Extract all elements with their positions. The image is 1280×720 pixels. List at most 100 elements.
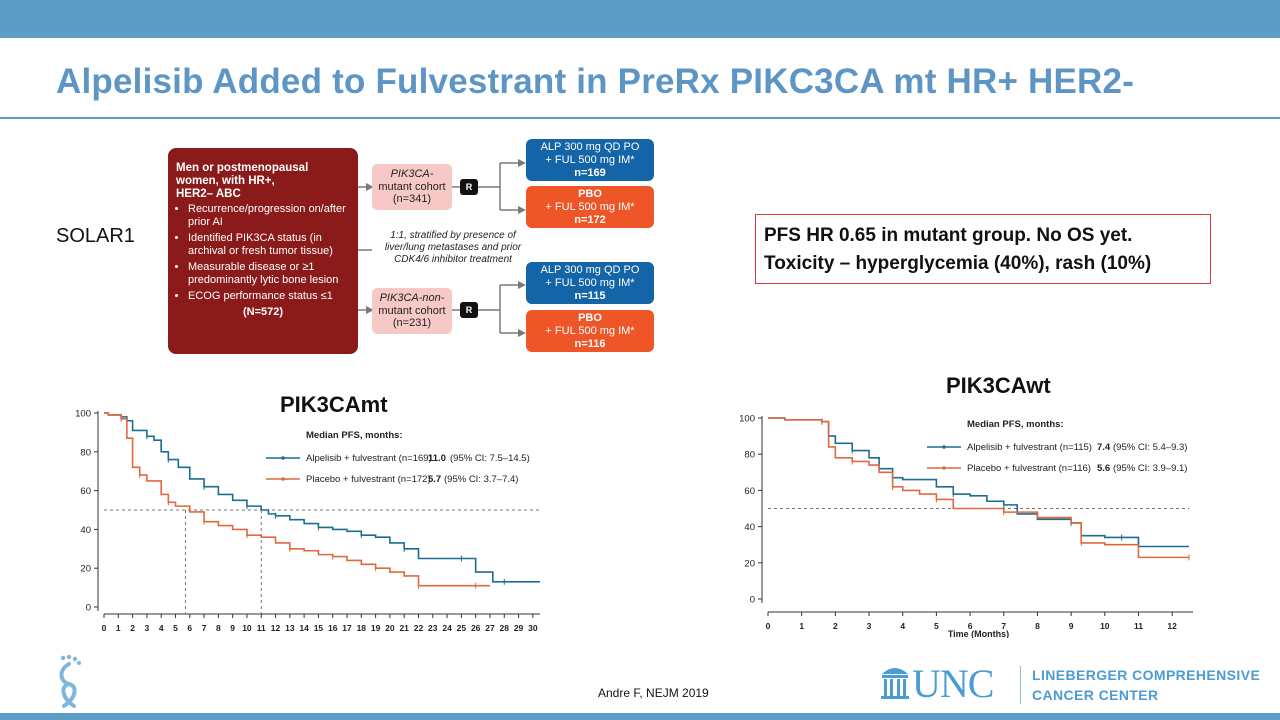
legend-median-ci: (95% CI: 7.5–14.5) [450,453,530,464]
legend-label: Placebo + fulvestrant (n=172) [306,474,431,485]
x-tick-label: 7 [1001,621,1006,631]
arm-line: n=169 [574,167,606,179]
eligibility-head-line: Men or postmenopausal [176,162,309,174]
eligibility-head-line: women, with HR+, [176,175,275,187]
arm-line: n=172 [574,214,606,226]
x-tick-label: 16 [328,623,338,633]
x-tick-label: 9 [1069,621,1074,631]
y-tick-label: 40 [744,522,755,533]
randomize-badge: R [460,179,478,195]
legend-marker [281,456,285,460]
x-tick-label: 2 [833,621,838,631]
legend-median-ci: (95% CI: 3.9–9.1) [1113,463,1187,474]
x-tick-label: 26 [471,623,481,633]
x-tick-label: 23 [428,623,438,633]
eligibility-item: ECOG performance status ≤1 [188,290,350,303]
arm-alp-mutant: ALP 300 mg QD PO + FUL 500 mg IM* n=169 [526,139,654,181]
legend-title: Median PFS, months: [967,419,1064,430]
arm-pbo-mutant: PBO + FUL 500 mg IM* n=172 [526,186,654,228]
cohort-line: (n=231) [392,317,432,329]
eligibility-item: Identified PIK3CA status (in archival or… [188,232,350,258]
legend-median: 5.7 [428,474,441,485]
y-tick-label: 100 [739,414,755,425]
x-tick-label: 5 [173,623,178,633]
arm-line: + FUL 500 mg IM* [545,277,635,289]
eligibility-list: Recurrence/progression on/after prior AI… [176,203,350,303]
title-divider [0,117,1280,119]
x-tick-label: 12 [271,623,281,633]
legend-title: Median PFS, months: [306,430,403,441]
x-tick-label: 25 [457,623,467,633]
x-tick-label: 6 [968,621,973,631]
x-tick-label: 9 [230,623,235,633]
legend-median: 5.6 [1097,463,1110,474]
arm-line: + FUL 500 mg IM* [545,325,635,337]
x-tick-label: 6 [187,623,192,633]
x-tick-label: 4 [159,623,164,633]
bottom-accent-bar [0,713,1280,720]
citation: Andre F, NEJM 2019 [598,686,709,700]
x-tick-label: 29 [514,623,524,633]
x-tick-label: 12 [1167,621,1177,631]
arm-line: + FUL 500 mg IM* [545,201,635,213]
x-tick-label: 10 [242,623,252,633]
legend-marker [281,477,285,481]
legend-marker [942,445,946,449]
x-tick-label: 1 [116,623,121,633]
x-tick-label: 18 [357,623,367,633]
eligibility-total: (N=572) [242,306,284,318]
arm-line: ALP 300 mg QD PO [540,141,640,153]
x-tick-label: 7 [202,623,207,633]
x-tick-label: 19 [371,623,381,633]
arm-line: PBO [578,312,602,324]
x-tick-label: 28 [500,623,510,633]
x-tick-label: 0 [766,621,771,631]
x-tick-label: 22 [414,623,424,633]
arm-line: n=115 [574,290,606,302]
arm-line: ALP 300 mg QD PO [540,264,640,276]
y-tick-label: 60 [80,486,91,497]
cohort-line: (n=341) [392,193,432,205]
y-tick-label: 60 [744,486,755,497]
legend-marker [942,466,946,470]
chart-title-mt: PIK3CAmt [280,392,388,417]
stratification-note: 1:1, stratified by presence of liver/lun… [384,230,522,265]
arm-alp-nonmutant: ALP 300 mg QD PO + FUL 500 mg IM* n=115 [526,262,654,304]
x-tick-label: 21 [399,623,409,633]
cohort-line: mutant cohort [378,304,446,317]
study-label: SOLAR1 [56,225,135,247]
legend-label: Alpelisib + fulvestrant (n=115) [967,442,1092,453]
x-tick-label: 27 [485,623,495,633]
cohort-mutant: PIK3CA- mutant cohort (n=341) [372,164,452,210]
legend-median-ci: (95% CI: 3.7–7.4) [444,474,518,485]
eligibility-item: Recurrence/progression on/after prior AI [188,203,350,229]
eligibility-item: Measurable disease or ≥1 predominantly l… [188,261,350,287]
randomize-badge: R [460,302,478,318]
arm-pbo-nonmutant: PBO + FUL 500 mg IM* n=116 [526,310,654,352]
y-tick-label: 0 [750,595,755,606]
x-tick-label: 20 [385,623,395,633]
y-tick-label: 40 [80,525,91,536]
y-tick-label: 20 [80,564,91,575]
cohort-line: PIK3CA- [390,168,434,180]
eligibility-box: Men or postmenopausal women, with HR+, H… [168,148,358,354]
x-tick-label: 15 [314,623,324,633]
legend-median-ci: (95% CI: 5.4–9.3) [1113,442,1187,453]
arm-line: n=116 [574,338,606,350]
x-tick-label: 17 [342,623,352,633]
x-tick-label: 10 [1100,621,1110,631]
logo-line1: LINEBERGER COMPREHENSIVE [1032,667,1261,683]
km-curve-placebo [104,412,490,587]
callout-line: PFS HR 0.65 in mutant group. No OS yet. [764,225,1133,246]
top-accent-bar [0,0,1280,38]
x-tick-label: 1 [799,621,804,631]
x-tick-label: 5 [934,621,939,631]
x-tick-label: 30 [528,623,538,633]
eligibility-head-line: HER2– ABC [176,188,241,200]
cohort-nonmutant: PIK3CA-non- mutant cohort (n=231) [372,288,452,334]
x-tick-label: 4 [900,621,905,631]
old-well-icon [881,668,909,699]
x-tick-label: 8 [216,623,221,633]
y-tick-label: 80 [80,447,91,458]
